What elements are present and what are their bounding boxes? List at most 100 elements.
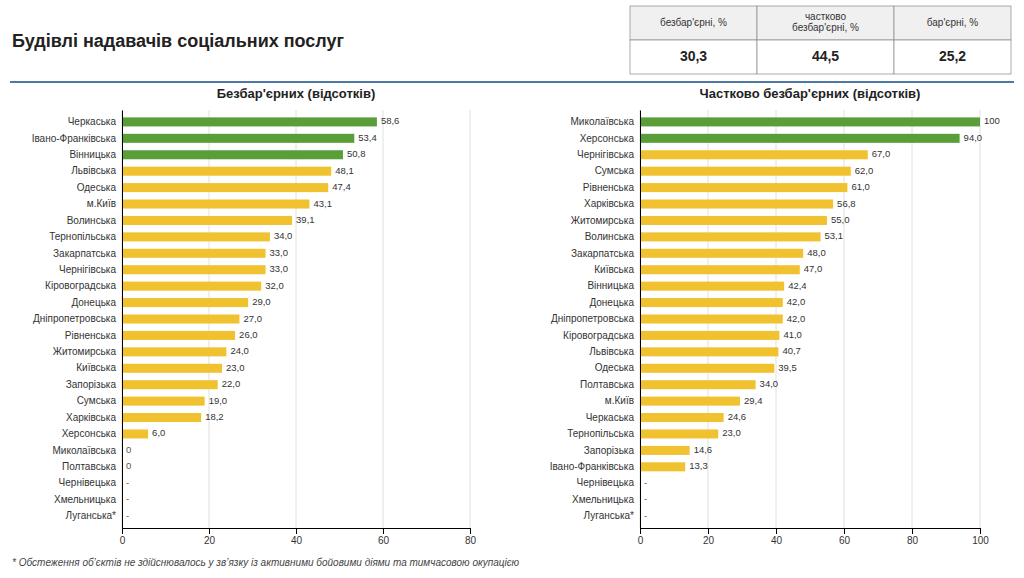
x-tick-label: 20: [703, 535, 715, 546]
bar: [122, 429, 148, 438]
y-tick: Чернівецька: [577, 477, 635, 488]
x-tick-mark: [122, 528, 123, 534]
table-header-cell: [757, 6, 894, 40]
y-tick: Волинська: [585, 231, 635, 242]
x-tick-label: 20: [204, 535, 216, 546]
y-tick-label: Сумська: [595, 165, 635, 176]
x-tick: 20: [204, 528, 216, 546]
data-label: -: [126, 493, 129, 504]
data-label: 53,1: [825, 230, 844, 241]
bar: [640, 462, 685, 471]
data-label: 22,0: [222, 378, 241, 389]
x-tick-label: 80: [465, 535, 477, 546]
y-tick-label: Рівненська: [583, 182, 635, 193]
y-tick-label: Тернопільська: [567, 428, 634, 439]
y-tick: Вінницька: [69, 149, 116, 160]
grid-line: [383, 110, 384, 528]
bar: [640, 446, 690, 455]
data-label: 34,0: [760, 378, 779, 389]
x-grid: [122, 110, 470, 528]
x-tick-mark: [296, 528, 297, 534]
table-value-text: 44,5: [812, 48, 839, 64]
bar-chart-panel: 020406080ЧеркаськаІвано-ФранківськаВінни…: [32, 86, 477, 546]
bar: [122, 232, 270, 241]
y-tick-label: Херсонська: [62, 428, 117, 439]
bar: [122, 314, 239, 323]
y-tick: Херсонська: [62, 428, 117, 439]
y-tick-label: Кіровоградська: [45, 280, 116, 291]
y-tick: Дніпропетровська: [551, 313, 634, 324]
y-tick: Одеська: [595, 362, 635, 373]
data-label: 19,0: [209, 395, 228, 406]
y-tick-label: Херсонська: [580, 133, 635, 144]
table-header-cell: [630, 6, 757, 40]
grid-line: [912, 110, 913, 528]
y-tick: Чернівецька: [59, 477, 117, 488]
y-axis-line: [640, 111, 641, 529]
data-label: 42,0: [787, 296, 806, 307]
bar: [122, 282, 261, 291]
x-tick-label: 100: [972, 535, 989, 546]
data-labels: 10094,067,062,061,056,855,053,148,047,04…: [644, 115, 1000, 520]
y-tick-label: Київська: [76, 362, 116, 373]
bar: [122, 331, 235, 340]
x-tick-mark: [640, 528, 641, 534]
bar: [122, 167, 331, 176]
y-tick: Запорізька: [66, 379, 117, 390]
bar: [122, 397, 205, 406]
header-separator: [10, 81, 1014, 83]
bar: [640, 347, 778, 356]
x-tick: 80: [907, 528, 919, 546]
y-tick-label: Волинська: [67, 215, 117, 226]
y-tick: Волинська: [67, 215, 117, 226]
y-tick: Полтавська: [62, 461, 116, 472]
y-tick: Київська: [594, 264, 634, 275]
table-header-line: бар'єрні, %: [927, 17, 978, 28]
x-tick-label: 0: [638, 535, 644, 546]
y-tick: Тернопільська: [49, 231, 116, 242]
y-tick: Донецька: [71, 297, 116, 308]
grid-line: [980, 110, 981, 528]
bar: [122, 183, 328, 192]
y-tick: Хмельницька: [54, 494, 116, 505]
y-tick: Полтавська: [580, 379, 634, 390]
y-tick-label: Харківська: [66, 412, 116, 423]
bar: [640, 429, 718, 438]
data-label: 47,0: [804, 263, 823, 274]
table-value-cell: [894, 40, 1011, 74]
data-label: 61,0: [851, 181, 870, 192]
data-label: 24,0: [230, 345, 249, 356]
bar: [640, 331, 779, 340]
bar: [640, 134, 960, 143]
y-tick: Львівська: [589, 346, 634, 357]
data-label: -: [126, 477, 129, 488]
data-label: -: [644, 493, 647, 504]
y-tick-label: Миколаївська: [571, 116, 635, 127]
bar: [640, 167, 851, 176]
y-tick-label: Рівненська: [65, 330, 117, 341]
y-tick-label: Волинська: [585, 231, 635, 242]
y-tick: Миколаївська: [53, 445, 117, 456]
bar: [122, 347, 226, 356]
table-header-cell: [894, 6, 1011, 40]
bar: [640, 364, 774, 373]
x-tick-mark: [383, 528, 384, 534]
y-tick-label: Донецька: [589, 297, 634, 308]
y-tick-label: Луганська*: [584, 510, 635, 521]
y-tick: Одеська: [77, 182, 117, 193]
x-tick-mark: [708, 528, 709, 534]
y-tick: Луганська*: [584, 510, 635, 521]
page-title: Будівлі надавачів соціальних послуг: [12, 31, 345, 51]
y-tick: м.Київ: [87, 198, 116, 209]
footnote: * Обстеження об’єктів не здійснювалось у…: [12, 557, 520, 568]
y-tick-label: Житомирська: [571, 215, 635, 226]
bar: [640, 380, 756, 389]
y-tick-label: Луганська*: [66, 510, 117, 521]
data-label: -: [126, 510, 129, 521]
y-tick-label: Полтавська: [580, 379, 634, 390]
chart-container: Будівлі надавачів соціальних послугбезба…: [0, 0, 1024, 578]
bar: [640, 150, 868, 159]
y-tick: Закарпатська: [53, 248, 116, 259]
y-tick-label: Хмельницька: [54, 494, 116, 505]
x-tick-mark: [470, 528, 471, 534]
